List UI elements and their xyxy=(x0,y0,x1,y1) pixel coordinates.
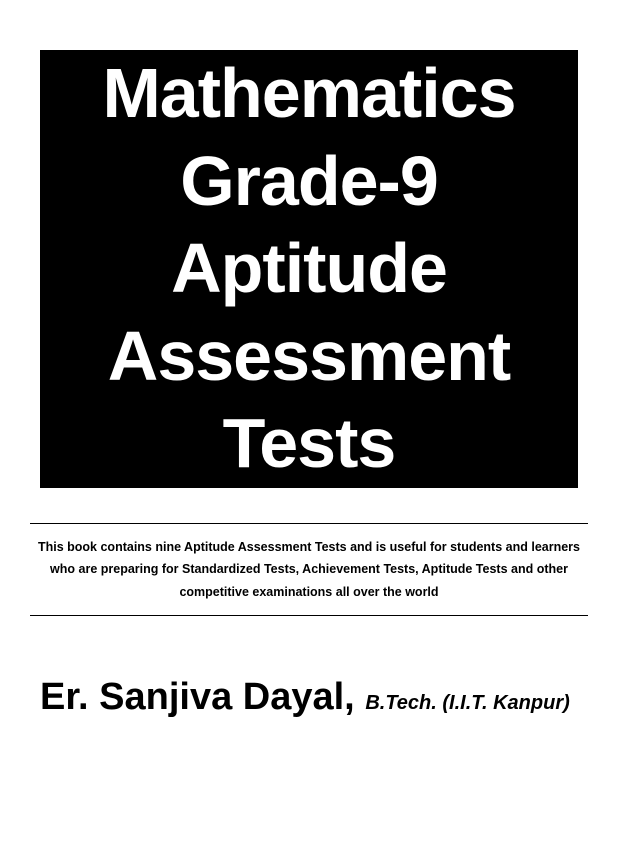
title-line-1: Mathematics xyxy=(40,50,578,138)
author-name: Er. Sanjiva Dayal, xyxy=(40,676,365,718)
title-line-5: Tests xyxy=(40,400,578,488)
title-line-4: Assessment xyxy=(40,313,578,401)
title-line-3: Aptitude xyxy=(40,225,578,313)
author-section: Er. Sanjiva Dayal, B.Tech. (I.I.T. Kanpu… xyxy=(40,676,578,719)
title-line-2: Grade-9 xyxy=(40,138,578,226)
description-section: This book contains nine Aptitude Assessm… xyxy=(30,523,588,617)
description-text: This book contains nine Aptitude Assessm… xyxy=(30,536,588,604)
title-block: Mathematics Grade-9 Aptitude Assessment … xyxy=(40,50,578,488)
author-credentials: B.Tech. (I.I.T. Kanpur) xyxy=(365,692,569,714)
